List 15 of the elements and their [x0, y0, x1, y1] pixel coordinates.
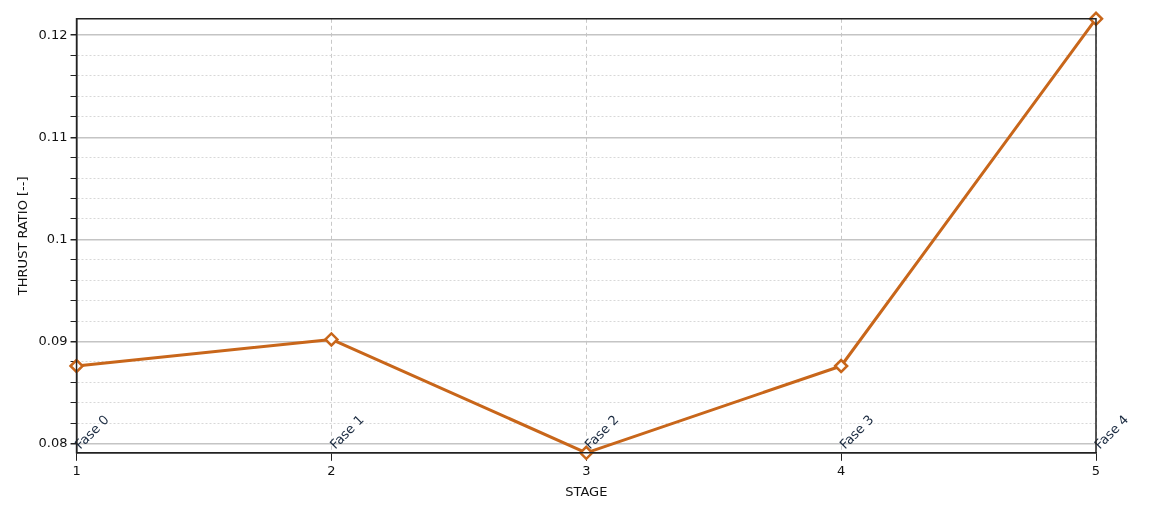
y-tick-label: 0.09 [38, 332, 68, 348]
y-tick-label: 0.1 [46, 230, 68, 246]
point [69, 358, 84, 374]
x-tick-label: 3 [582, 462, 591, 478]
x-tick-label: 2 [327, 462, 336, 478]
point [324, 332, 339, 347]
x-tick-label: 4 [837, 462, 846, 478]
x-tick-label: 5 [1091, 462, 1101, 478]
x-axis-title: STAGE [565, 483, 608, 499]
y-tick-label: 0.12 [38, 26, 68, 42]
y-tick-label: 0.08 [38, 434, 68, 450]
y-axis-title: THRUST RATIO [--] [15, 176, 31, 297]
point [833, 358, 849, 374]
y-tick-label: 0.11 [38, 128, 68, 144]
x-tick-label: 1 [72, 462, 81, 478]
